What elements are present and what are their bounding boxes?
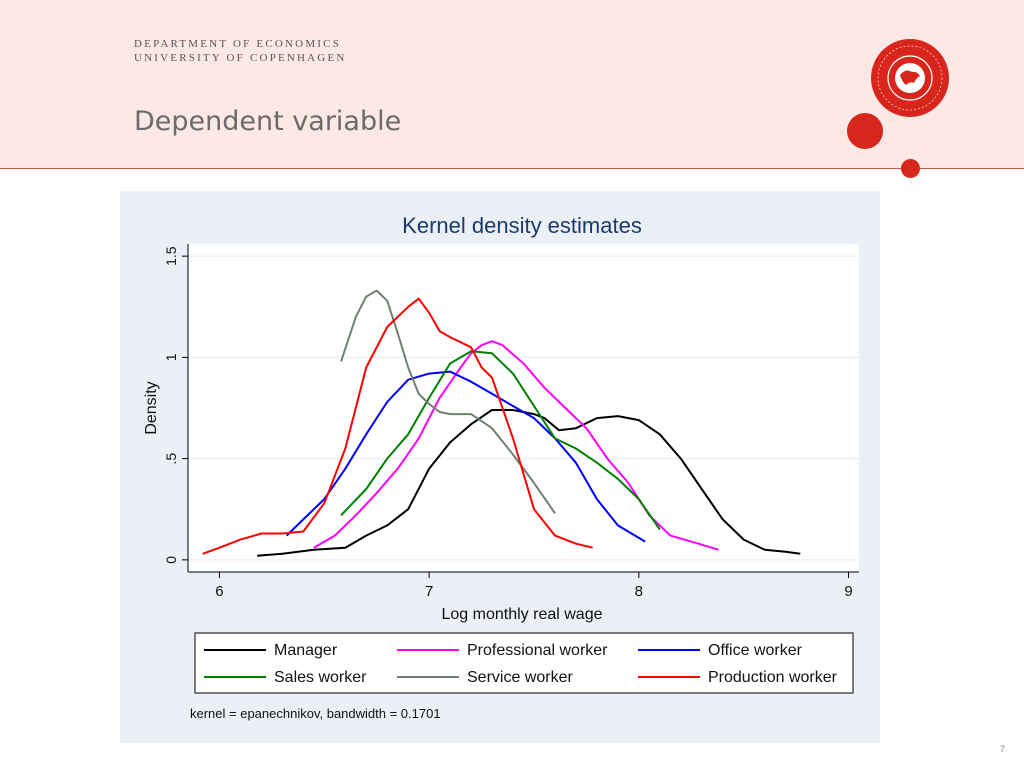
- department-line2: UNIVERSITY OF COPENHAGEN: [134, 52, 347, 64]
- chart-figure: Kernel density estimates 0 .5 1 1.5 6 7 8 9 Lo…: [120, 191, 880, 743]
- series-line-service-worker: [340, 289, 556, 514]
- x-ticks: 6 7 8 9: [215, 572, 853, 600]
- series-line-manager: [257, 409, 801, 557]
- x-tick-label: 8: [635, 583, 643, 600]
- header-divider: [0, 168, 1024, 169]
- chart-title: Kernel density estimates: [402, 213, 642, 238]
- x-tick-label: 9: [844, 583, 852, 600]
- y-tick-label: 1: [163, 353, 179, 361]
- university-seal-icon: [871, 39, 949, 117]
- y-tick-label: 0: [163, 556, 179, 564]
- y-axis-label: Density: [143, 381, 160, 434]
- y-ticks: 0 .5 1 1.5: [163, 246, 188, 564]
- x-tick-label: 7: [425, 583, 433, 600]
- department-label: DEPARTMENT OF ECONOMICS UNIVERSITY OF CO…: [134, 37, 347, 65]
- kernel-density-chart: Kernel density estimates 0 .5 1 1.5 6 7 8 9 Lo…: [143, 213, 859, 721]
- decorative-dot-small: [901, 159, 920, 178]
- density-lines: [202, 289, 801, 557]
- series-line-production-worker: [202, 297, 593, 555]
- slide-title: Dependent variable: [134, 106, 402, 137]
- department-line1: DEPARTMENT OF ECONOMICS: [134, 38, 342, 50]
- legend-label-professional-worker: Professional worker: [467, 642, 608, 659]
- legend: Manager Professional worker Office worker S…: [204, 642, 838, 686]
- axes: [187, 244, 859, 573]
- legend-label-production-worker: Production worker: [708, 669, 838, 686]
- grid-lines: [188, 255, 859, 561]
- page-number: 7: [1000, 744, 1006, 754]
- plot-area: [188, 244, 859, 572]
- x-axis-label: Log monthly real wage: [442, 606, 603, 623]
- legend-label-service-worker: Service worker: [467, 669, 573, 686]
- y-tick-label: .5: [163, 453, 179, 465]
- legend-label-sales-worker: Sales worker: [274, 669, 367, 686]
- legend-label-office-worker: Office worker: [708, 642, 803, 659]
- kernel-note: kernel = epanechnikov, bandwidth = 0.170…: [190, 706, 441, 721]
- legend-box: [194, 632, 854, 694]
- decorative-dot-large: [847, 113, 883, 149]
- y-tick-label: 1.5: [163, 246, 179, 266]
- series-line-office-worker: [285, 370, 646, 543]
- legend-label-manager: Manager: [274, 642, 338, 659]
- series-line-sales-worker: [340, 350, 661, 531]
- x-tick-label: 6: [215, 583, 223, 600]
